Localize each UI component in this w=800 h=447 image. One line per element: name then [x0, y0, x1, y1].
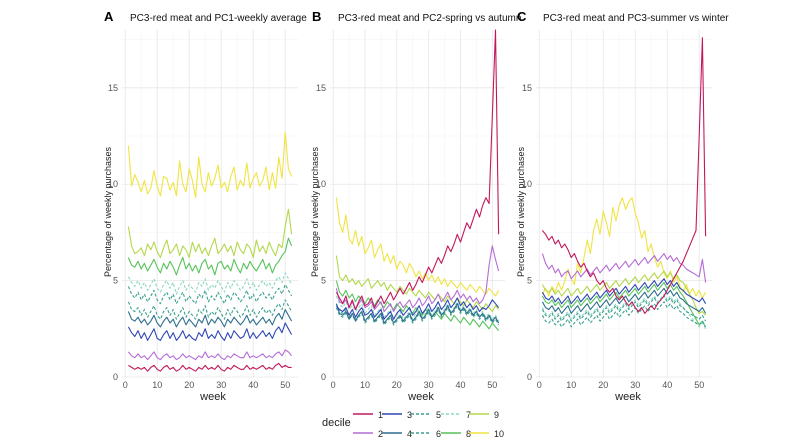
series-line-decile-8-a [127, 237, 293, 276]
x-tick-label-c: 40 [662, 380, 672, 390]
panel-title-c: PC3-red meat and PC3-summer vs winter [543, 13, 729, 24]
series-line-decile-4-a [127, 308, 293, 328]
series-line-decile-4-b [335, 303, 500, 324]
x-tick-label-c: 30 [630, 380, 640, 390]
y-tick-label-b: 15 [316, 83, 326, 93]
y-tick-label-b: 10 [316, 179, 326, 189]
series-group-c [541, 37, 707, 330]
legend-label-8: 8 [466, 429, 471, 439]
legend-label-10: 10 [494, 429, 504, 439]
series-line-decile-3-b [335, 297, 500, 320]
series-line-decile-9-a [127, 208, 293, 259]
x-tick-label-a: 30 [216, 380, 226, 390]
series-line-decile-7-a [127, 272, 293, 295]
series-line-decile-10-b [335, 197, 500, 297]
series-line-decile-7-c [541, 293, 707, 330]
panel-title-a: PC3-red meat and PC1-weekly average [130, 13, 307, 24]
series-line-decile-3-c [541, 278, 707, 305]
panel-letter-c: C [517, 9, 527, 24]
series-line-decile-3-a [127, 322, 293, 341]
legend-label-9: 9 [494, 410, 499, 420]
y-tick-label-c: 0 [527, 372, 532, 382]
x-axis-title-b: week [407, 391, 434, 403]
x-tick-label-b: 50 [487, 380, 497, 390]
x-tick-label-c: 0 [537, 380, 542, 390]
x-tick-label-a: 20 [184, 380, 194, 390]
legend-label-4: 4 [407, 429, 412, 439]
x-tick-label-c: 20 [598, 380, 608, 390]
grid-a [122, 30, 298, 378]
panel-c: C PC3-red meat and PC3-summer vs winter … [516, 9, 729, 403]
grid-b [330, 30, 505, 378]
panel-b: B PC3-red meat and PC2-spring vs autumn … [310, 9, 521, 403]
series-group-b [335, 29, 500, 332]
y-tick-label-b: 0 [321, 372, 326, 382]
y-tick-label-b: 5 [321, 276, 326, 286]
x-tick-label-a: 0 [123, 380, 128, 390]
series-line-decile-6-c [541, 301, 707, 328]
y-tick-label-c: 5 [527, 276, 532, 286]
panel-letter-b: B [312, 9, 321, 24]
x-tick-label-b: 20 [392, 380, 402, 390]
legend-label-2: 2 [378, 429, 383, 439]
legend: decile 1 2 3 4 5 6 7 8 9 10 [322, 410, 504, 439]
series-line-decile-2-b [335, 245, 500, 313]
legend-label-7: 7 [466, 410, 471, 420]
y-tick-label-a: 15 [108, 83, 118, 93]
x-tick-label-a: 50 [280, 380, 290, 390]
x-axis-title-a: week [199, 391, 226, 403]
series-line-decile-1-a [128, 362, 292, 372]
y-tick-label-a: 0 [113, 372, 118, 382]
panel-letter-a: A [104, 9, 114, 24]
series-line-decile-2-a [127, 349, 293, 361]
panel-a: A PC3-red meat and PC1-weekly average Pe… [103, 9, 307, 403]
x-axis-title-c: week [614, 391, 641, 403]
x-tick-label-a: 10 [152, 380, 162, 390]
y-tick-label-a: 5 [113, 276, 118, 286]
legend-label-6: 6 [436, 429, 441, 439]
y-tick-label-a: 10 [108, 179, 118, 189]
series-line-decile-7-b [335, 295, 500, 322]
series-group-a [127, 131, 293, 372]
series-line-decile-1-c [541, 37, 707, 314]
series-line-decile-5-a [127, 299, 293, 320]
y-tick-label-c: 15 [522, 83, 532, 93]
legend-label-3: 3 [407, 410, 412, 420]
y-axis-title-a: Percentage of weekly purchases [103, 146, 113, 277]
series-line-decile-1-b [335, 29, 500, 311]
series-line-decile-2-c [541, 253, 707, 283]
legend-title: decile [322, 417, 351, 429]
series-line-decile-8-c [541, 281, 707, 328]
x-tick-label-c: 50 [694, 380, 704, 390]
x-tick-label-b: 0 [331, 380, 336, 390]
y-tick-label-c: 10 [522, 179, 532, 189]
legend-label-1: 1 [378, 410, 383, 420]
series-line-decile-10-a [127, 131, 293, 199]
legend-label-5: 5 [436, 410, 441, 420]
series-line-decile-9-c [541, 270, 707, 316]
x-tick-label-b: 10 [360, 380, 370, 390]
x-tick-label-c: 10 [566, 380, 576, 390]
y-axis-title-b: Percentage of weekly purchases [310, 146, 320, 277]
panel-title-b: PC3-red meat and PC2-spring vs autumn [338, 13, 521, 24]
x-tick-label-b: 40 [455, 380, 465, 390]
series-line-decile-6-a [127, 283, 293, 305]
x-tick-label-b: 30 [424, 380, 434, 390]
series-line-decile-5-c [541, 295, 707, 322]
y-axis-title-c: Percentage of weekly purchases [516, 146, 526, 277]
series-line-decile-5-b [335, 305, 500, 326]
x-tick-label-a: 40 [248, 380, 258, 390]
series-line-decile-9-b [335, 255, 500, 313]
